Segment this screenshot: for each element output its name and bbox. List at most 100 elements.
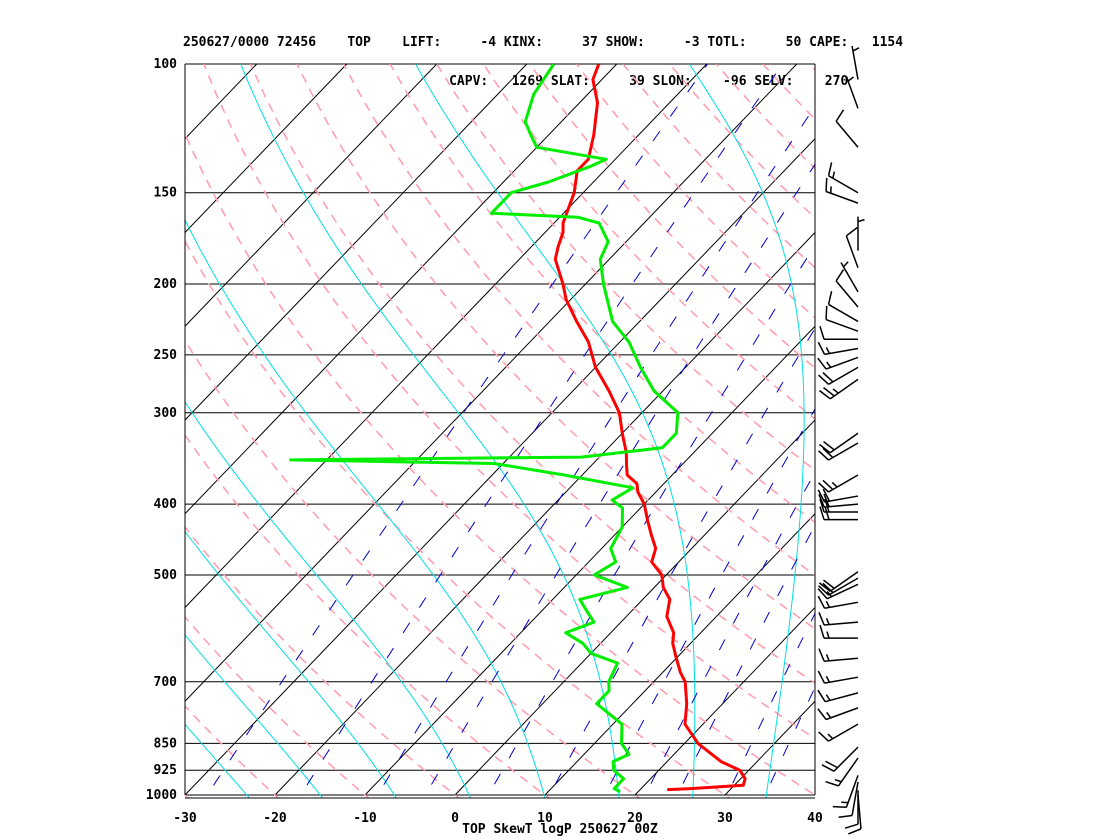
- temperature-tick-label: -30: [173, 811, 197, 826]
- wind-barb: [818, 648, 859, 662]
- isotherm-line: [0, 64, 167, 795]
- mixing-ratio-line: [725, 612, 815, 798]
- isotherm-line: [364, 325, 815, 796]
- wind-barb: [818, 612, 859, 626]
- pressure-tick-label: 400: [154, 497, 178, 512]
- dry-adiabat-line: [762, 64, 815, 121]
- isotherm-line: [814, 794, 815, 795]
- temperature-profile-line: [553, 64, 747, 792]
- pressure-tick-label: 150: [154, 186, 178, 201]
- wind-barb: [817, 707, 859, 721]
- wind-barb: [818, 442, 859, 461]
- pressure-tick-label: 300: [154, 406, 178, 421]
- dry-adiabat-line: [808, 64, 815, 71]
- dry-adiabat-line: [203, 64, 815, 740]
- temperature-tick-label: 20: [627, 811, 643, 826]
- wind-barb: [857, 216, 865, 251]
- mixing-ratio-line: [204, 64, 709, 798]
- wind-barb: [818, 366, 859, 385]
- dry-adiabat-line: [185, 339, 641, 798]
- pressure-tick-label: 200: [154, 277, 178, 292]
- wind-barb: [827, 162, 859, 194]
- wind-barb: [844, 790, 859, 829]
- isotherm-line: [454, 419, 815, 796]
- dry-adiabat-line: [529, 64, 815, 369]
- dry-adiabat-line: [622, 64, 815, 269]
- wind-barb: [821, 746, 859, 772]
- pressure-tick-label: 500: [154, 568, 178, 583]
- wind-barb: [825, 177, 859, 204]
- dewpoint-profile-line: [289, 64, 680, 794]
- pressure-tick-label: 850: [154, 736, 178, 751]
- isotherm-line: [185, 64, 258, 140]
- isotherm-line: [724, 700, 815, 796]
- wind-barb: [819, 506, 858, 521]
- dry-adiabat-line: [575, 64, 815, 319]
- pressure-tick-label: 700: [154, 675, 178, 690]
- profile-series: [289, 64, 747, 794]
- temperature-tick-label: 0: [451, 811, 459, 826]
- mixing-ratio-line: [298, 64, 783, 798]
- wind-barb: [835, 269, 859, 308]
- isotherm-line: [544, 513, 815, 796]
- mixing-ratio-line: [375, 105, 815, 798]
- wind-barb: [818, 378, 859, 400]
- isotherm-line: [185, 64, 798, 702]
- mixing-ratio-line: [602, 407, 815, 798]
- moist-adiabat-lines: [185, 64, 805, 798]
- temperature-tick-label: 40: [807, 811, 823, 826]
- temperature-tick-label: -20: [263, 811, 287, 826]
- wind-barb: [819, 624, 858, 639]
- dry-adiabat-line: [903, 64, 1120, 811]
- wind-barb-column: [817, 45, 865, 835]
- dry-adiabat-line: [296, 64, 815, 630]
- dry-adiabat-line: [715, 64, 815, 170]
- wind-barb: [817, 341, 859, 356]
- wind-barb: [817, 488, 859, 503]
- wind-barb: [838, 781, 859, 818]
- header-line-2: CAPV: 1269 SLAT: 39 SLON: -96 SELV: 270: [183, 74, 849, 89]
- dry-adiabat-line: [185, 433, 551, 798]
- dry-adiabat-line: [668, 64, 815, 219]
- isotherm-line: [274, 231, 815, 796]
- wind-barb: [818, 723, 859, 742]
- mixing-ratio-line: [423, 163, 815, 798]
- moist-adiabat-line: [240, 64, 620, 798]
- wind-barb: [817, 689, 859, 703]
- moist-adiabat-line: [688, 64, 805, 798]
- isotherm-line: [185, 64, 618, 515]
- wind-barb: [818, 571, 859, 592]
- wind-barb: [827, 291, 859, 323]
- dry-adiabat-line: [185, 615, 370, 798]
- pressure-tick-label: 1000: [146, 788, 177, 803]
- dry-adiabat-line: [185, 239, 731, 798]
- isotherm-line: [185, 64, 708, 609]
- sounding-header: 250627/0000 72456 TOP LIFT: -4 KINX: 37 …: [183, 10, 903, 101]
- isotherm-line: [634, 606, 815, 796]
- footer-title: TOP SkewT logP 250627 00Z: [462, 822, 658, 837]
- wind-barb: [840, 261, 859, 293]
- wind-barb: [825, 757, 859, 787]
- dry-adiabat-line: [342, 64, 815, 577]
- isotherm-line: [185, 64, 528, 421]
- plot-area: [0, 64, 1120, 811]
- plot-frame: [184, 64, 816, 799]
- pressure-tick-label: 925: [154, 763, 177, 778]
- wind-barb: [835, 109, 859, 148]
- mixing-ratio-line: [643, 471, 815, 798]
- wind-barb: [818, 474, 859, 493]
- moist-adiabat-line: [415, 64, 696, 798]
- temperature-tick-label: -10: [353, 811, 377, 826]
- isotherm-line: [185, 64, 348, 234]
- dry-adiabat-line: [436, 64, 815, 472]
- moist-adiabat-line: [185, 218, 546, 798]
- wind-barb: [818, 493, 859, 508]
- moist-adiabat-line: [185, 530, 397, 798]
- temperature-tick-label: 10: [537, 811, 553, 826]
- dry-adiabat-line: [185, 704, 280, 798]
- pressure-tick-label: 250: [154, 348, 178, 363]
- dry-adiabat-line: [185, 793, 190, 798]
- temperature-tick-label: 30: [717, 811, 733, 826]
- dry-adiabat-line: [856, 64, 1120, 811]
